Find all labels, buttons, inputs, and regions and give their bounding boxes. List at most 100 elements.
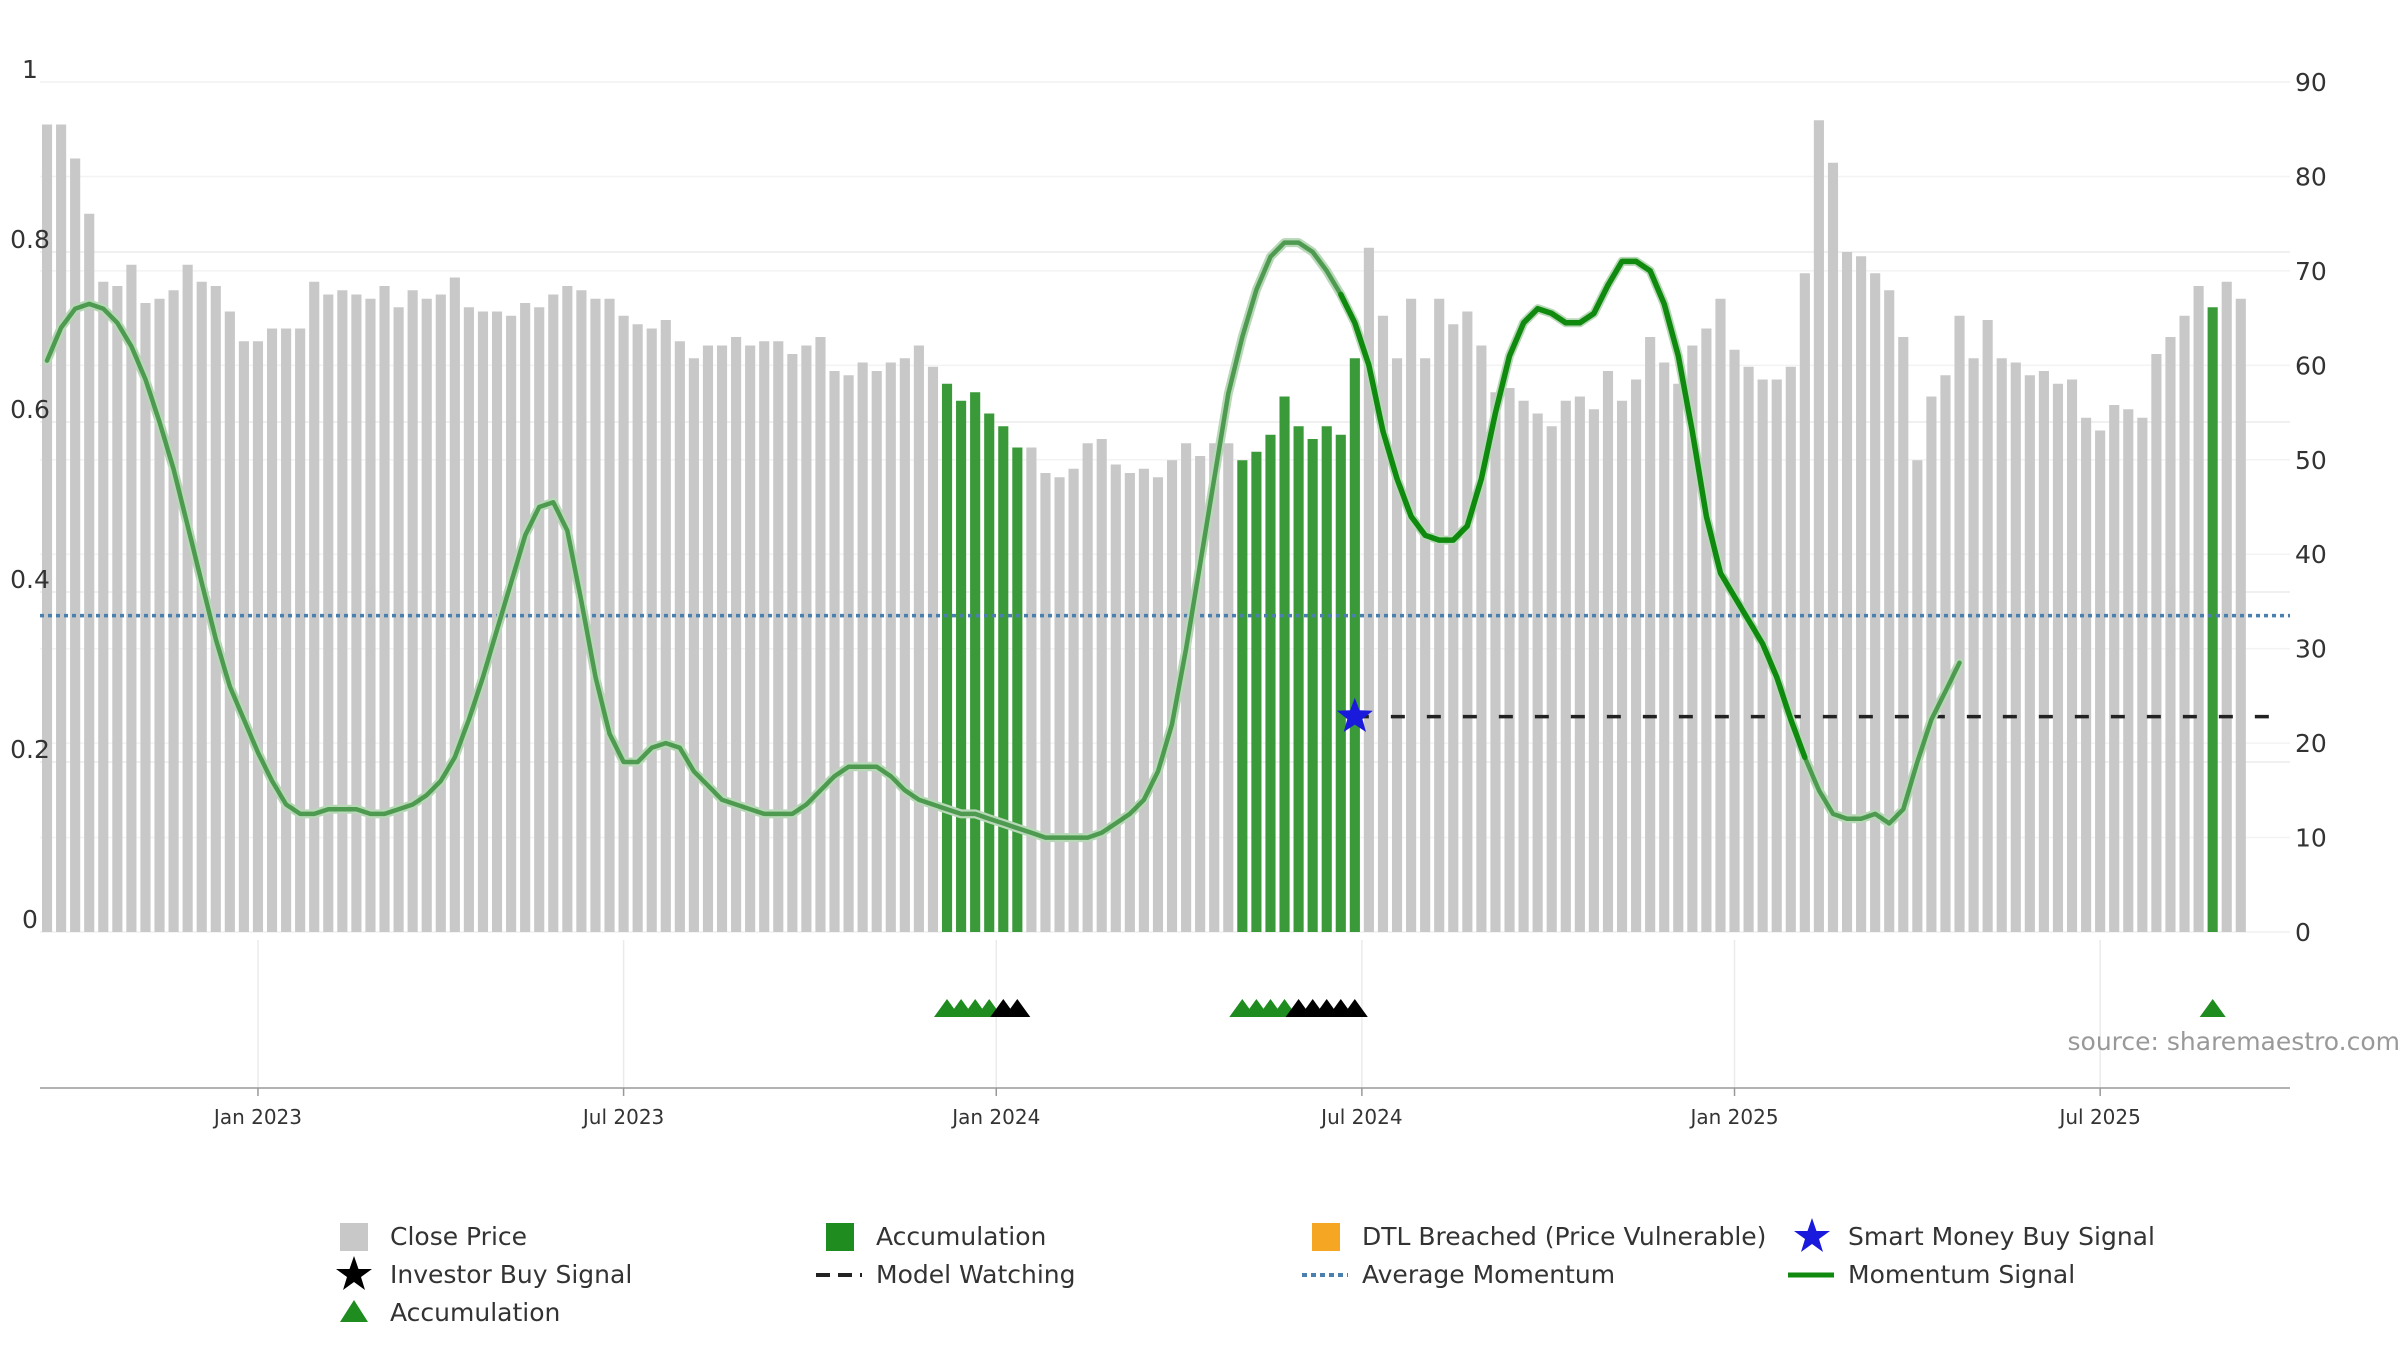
close-price-bar <box>70 158 81 932</box>
close-price-bar <box>1602 371 1614 932</box>
close-price-bar <box>1195 456 1206 932</box>
close-price-bar <box>745 345 756 932</box>
source-label: source: sharemaestro.com <box>2068 1027 2400 1056</box>
close-price-bar <box>182 264 193 932</box>
close-price-bar <box>660 320 671 932</box>
close-price-bar <box>885 362 896 932</box>
close-price-bar <box>773 341 784 932</box>
close-price-bar <box>1476 345 1487 932</box>
close-price-bar <box>1181 443 1192 932</box>
close-price-bar <box>1462 311 1473 932</box>
left-tick-label: 0.2 <box>10 735 50 764</box>
close-price-bar <box>238 341 249 932</box>
close-price-bar <box>1448 324 1459 932</box>
right-tick-label: 30 <box>2295 635 2327 664</box>
close-price-bar <box>1082 443 1093 932</box>
close-price-bar <box>1659 362 1670 932</box>
close-price-bar <box>787 354 798 932</box>
close-price-bar <box>281 328 292 932</box>
close-price-bar <box>1138 468 1149 932</box>
accumulation-bar <box>941 383 953 932</box>
close-price-bar <box>1124 473 1135 932</box>
close-price-bar <box>506 315 517 932</box>
close-price-bar <box>674 341 685 932</box>
x-tick-label: Jul 2023 <box>581 1105 664 1129</box>
accumulation-bar <box>1251 451 1262 932</box>
close-price-bar <box>1813 120 1824 932</box>
close-price-bar <box>1363 247 1374 932</box>
close-price-bar <box>1982 320 1993 932</box>
close-price-bar <box>168 290 179 932</box>
close-price-bar <box>702 345 714 932</box>
right-tick-label: 50 <box>2295 446 2327 475</box>
close-price-bar <box>2010 362 2021 932</box>
close-price-bar <box>871 371 882 932</box>
close-price-bar <box>520 303 531 932</box>
close-price-bar <box>913 345 924 932</box>
close-price-bar <box>1954 315 1965 932</box>
close-price-bar <box>1377 315 1389 932</box>
accumulation-bar <box>2207 307 2218 932</box>
close-price-bar <box>815 337 826 932</box>
close-price-bar <box>2193 286 2204 932</box>
close-price-bar <box>252 341 264 932</box>
close-price-bar <box>1870 273 1881 932</box>
close-price-bar <box>1856 256 1867 932</box>
x-tick-label: Jan 2025 <box>1688 1105 1778 1129</box>
right-tick-label: 0 <box>2295 918 2311 947</box>
right-tick-label: 80 <box>2295 162 2327 191</box>
close-price-bar <box>393 307 404 932</box>
x-tick-label: Jul 2024 <box>1319 1105 1402 1129</box>
close-price-bar <box>1841 252 1853 932</box>
close-price-bar <box>407 290 418 932</box>
close-price-bar <box>1940 375 1951 932</box>
x-tick-label: Jan 2023 <box>212 1105 302 1129</box>
close-price-bar <box>829 371 840 932</box>
close-price-bar <box>646 328 657 932</box>
close-price-bar <box>1434 298 1445 932</box>
close-price-bar <box>548 294 559 932</box>
close-price-bar <box>801 345 812 932</box>
close-price-bar <box>2221 281 2232 932</box>
close-price-bar <box>1757 379 1768 932</box>
investor-buy-marker <box>1004 999 1031 1017</box>
smart-money-buy-star-icon <box>1336 697 1373 732</box>
close-price-bar <box>2137 417 2148 932</box>
momentum-signal-line <box>42 238 1964 843</box>
left-axis: 0 0.2 0.4 0.6 0.8 1 <box>10 55 50 934</box>
close-price-bar <box>1504 388 1515 932</box>
accumulation-bar <box>984 413 995 932</box>
close-price-bar <box>1096 439 1107 932</box>
close-price-bar <box>98 281 109 932</box>
close-price-bar <box>688 358 699 932</box>
right-tick-label: 20 <box>2295 729 2327 758</box>
close-price-bar <box>534 307 545 932</box>
left-tick-label: 1 <box>22 55 38 84</box>
close-price-bar <box>731 337 742 932</box>
accumulation-bar <box>1279 396 1290 932</box>
accumulation-bar <box>998 426 1009 932</box>
close-price-bar <box>1912 460 1923 932</box>
left-tick-label: 0 <box>22 905 38 934</box>
close-price-bar <box>562 286 573 932</box>
close-price-bar <box>1209 443 1220 932</box>
accumulation-bar <box>1012 447 1023 932</box>
close-price-bar <box>1490 392 1501 932</box>
close-price-bar <box>1785 366 1796 932</box>
close-price-bar <box>1673 383 1684 932</box>
accumulation-bar <box>956 400 967 932</box>
close-price-bar <box>2123 409 2134 932</box>
close-price-bar <box>2052 383 2064 932</box>
close-price-bar <box>1701 328 1712 932</box>
smart-money-signal <box>1336 697 1373 732</box>
right-axis: 0 10 20 30 40 50 60 70 80 90 <box>2295 68 2327 947</box>
close-price-bar <box>759 341 770 932</box>
close-price-bar <box>1110 464 1121 932</box>
close-price-bar <box>477 311 489 932</box>
close-price-bar <box>2165 337 2176 932</box>
left-tick-label: 0.4 <box>10 565 50 594</box>
close-price-bar <box>337 290 348 932</box>
close-price-bar <box>1040 473 1051 932</box>
right-tick-label: 90 <box>2295 68 2327 97</box>
